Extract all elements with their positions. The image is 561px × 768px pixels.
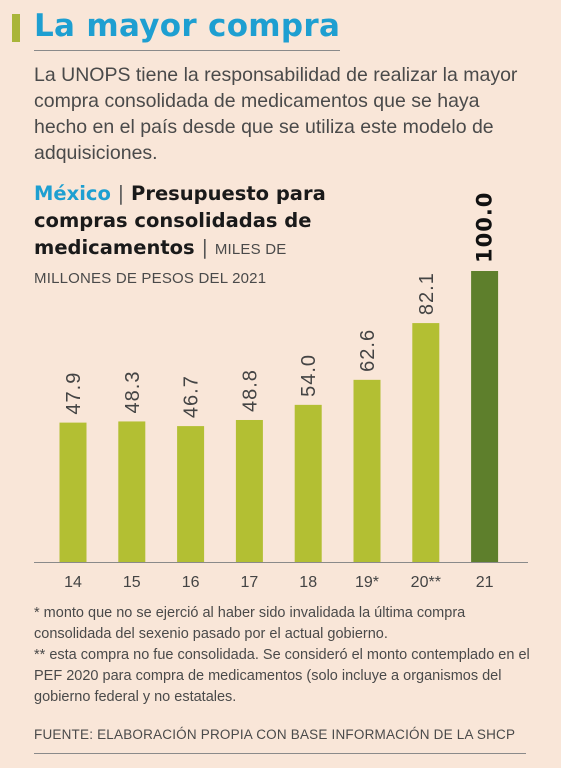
value-label-5: 62.6 bbox=[357, 329, 379, 372]
chart-notes: * monto que no se ejerció al haber sido … bbox=[34, 603, 534, 708]
chart-heading-subject: Presupuesto para compras consolidadas de… bbox=[34, 182, 326, 259]
value-label-7: 100.0 bbox=[473, 192, 497, 263]
note-2: ** esta compra no fue consolidada. Se co… bbox=[34, 647, 530, 705]
chart-heading-unit: MILES DE MILLONES DE PESOS DEL 2021 bbox=[34, 241, 287, 287]
chart-heading-separator: | bbox=[117, 182, 125, 205]
x-tick-label-4: 18 bbox=[299, 574, 317, 591]
x-tick-label-3: 17 bbox=[241, 574, 259, 591]
bar-0 bbox=[59, 422, 87, 562]
bar-chart: 47.9 14 48.3 15 46.7 16 48.8 17 54.0 18 62.6 19* 82.… bbox=[34, 192, 528, 591]
value-label-1: 48.3 bbox=[122, 371, 144, 414]
value-label-2: 46.7 bbox=[181, 375, 203, 418]
value-label-3: 48.8 bbox=[239, 369, 261, 412]
chart-heading-unit-separator: | bbox=[201, 236, 209, 259]
title-divider bbox=[34, 50, 340, 51]
x-tick-label-2: 16 bbox=[182, 574, 200, 591]
bar-4 bbox=[294, 404, 322, 562]
x-tick-label-0: 14 bbox=[64, 574, 82, 591]
value-label-6: 82.1 bbox=[416, 272, 438, 315]
bar-6 bbox=[412, 323, 440, 562]
bar-5 bbox=[353, 379, 381, 562]
intro-paragraph: La UNOPS tiene la responsabilidad de rea… bbox=[34, 64, 518, 164]
page-title: La mayor compra bbox=[34, 8, 341, 44]
x-tick-label-1: 15 bbox=[123, 574, 141, 591]
x-tick-label-5: 19* bbox=[355, 574, 379, 591]
bar-7 bbox=[471, 271, 499, 562]
source-credit: FUENTE: ELABORACIÓN PROPIA CON BASE INFO… bbox=[34, 727, 516, 742]
note-1: * monto que no se ejerció al haber sido … bbox=[34, 605, 466, 642]
bar-3 bbox=[235, 419, 263, 562]
bottom-divider bbox=[34, 753, 526, 754]
value-label-4: 54.0 bbox=[298, 354, 320, 397]
x-tick-label-7: 21 bbox=[476, 574, 494, 591]
value-label-0: 47.9 bbox=[63, 372, 85, 415]
chart-heading-country: México bbox=[34, 182, 111, 205]
x-tick-label-6: 20** bbox=[411, 574, 441, 591]
title-accent-bar bbox=[12, 14, 20, 42]
bar-1 bbox=[118, 421, 146, 562]
chart-heading: México | Presupuesto para compras consol… bbox=[34, 180, 334, 292]
bar-2 bbox=[177, 426, 205, 562]
